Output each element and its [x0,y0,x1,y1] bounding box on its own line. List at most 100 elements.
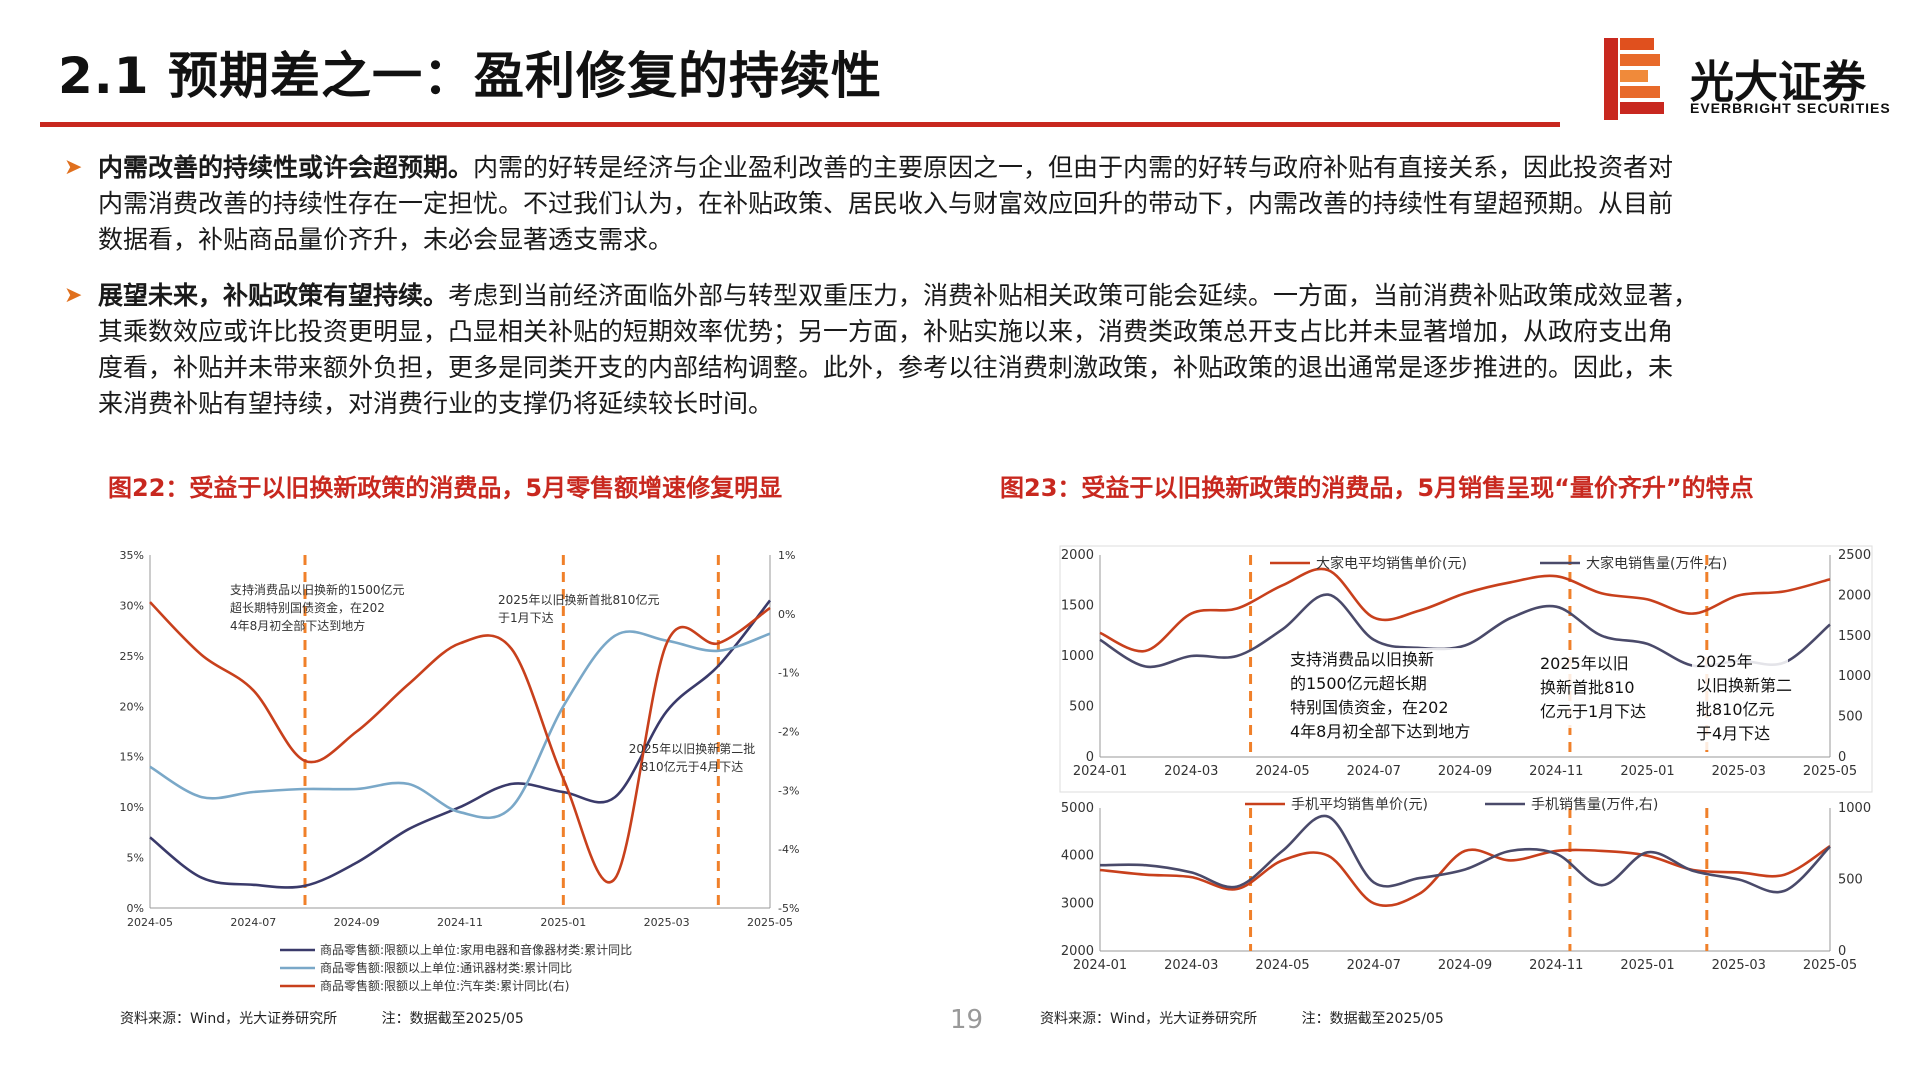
fig23-annotation-3-bg [1692,650,1788,750]
fig23-top-legend-label: 大家电销售量(万件,右) [1586,555,1727,572]
fig22-annotation-1: 4年8月初全部下达到地方 [230,618,365,633]
fig23_bottom-xtick: 2024-03 [1164,958,1218,973]
fig23-bottom-legend-label: 手机平均销售单价(元) [1291,797,1428,813]
fig22-annotation-2: 2025年以旧换新首批810亿元 [498,592,659,607]
bullet-1-line-1: 内需的好转是经济与企业盈利改善的主要原因之一，但由于内需的好转与政府补贴有直接关… [473,153,1674,182]
fig23-top-panel-frame [1059,545,1873,793]
fig22-series-2-line [149,630,771,820]
fig23_bottom-ytick-left: 2000 [1061,944,1094,959]
figure-23-chart: 0 500 1000 1500 2000 0 500 1000 1500 2000 2500 2024… [1059,545,1873,973]
everbright-logo: 光大证券 EVERBRIGHT SECURITIES [1602,36,1902,122]
bullet-list: ➤ 内需改善的持续性或许会超预期。内需的好转是经济与企业盈利改善的主要原因之一，… [62,150,1892,442]
fig22-ytick-right: -1% [778,667,799,680]
fig23-annotation-2: 2025年以旧 [1540,654,1629,673]
fig22-ytick-right: -2% [778,726,799,739]
note-left-text: 注：数据截至2025/05 [381,1011,524,1027]
source-left: 资料来源：Wind，光大证券研究所 注：数据截至2025/05 [120,1008,524,1028]
fig23_bottom-ytick-left: 3000 [1061,896,1094,911]
fig23-annotation-1-bg [1286,648,1472,748]
fig23_bottom-ytick-right: 500 [1838,873,1863,888]
fig23-annotation-1: 的1500亿元超长期 [1290,674,1427,693]
fig23_top-ytick-right: 2500 [1838,548,1871,563]
fig23-annotation-3: 批810亿元 [1696,700,1775,719]
fig23_top-ytick-left: 1500 [1061,599,1094,614]
everbright-logo-mark [1604,38,1664,120]
fig23_bottom-series-2-line [1099,814,1831,894]
figure-23-title: 图23：受益于以旧换新政策的消费品，5月销售呈现“量价齐升”的特点 [1000,474,1754,502]
fig23_top-ytick-left: 0 [1086,750,1094,765]
bullet-arrow-icon: ➤ [64,283,83,308]
fig23-annotation-3: 于4月下达 [1696,724,1770,743]
fig22-ytick-left: 5% [127,852,144,865]
bullet-1-line-3: 数据看，补贴商品量价齐升，未必会显著透支需求。 [98,225,674,254]
fig22-legend-label: 商品零售额:限额以上单位:家用电器和音像器材类:累计同比 [320,942,632,957]
bullet-item-2: ➤ 展望未来，补贴政策有望持续。考虑到当前经济面临外部与转型双重压力，消费补贴相… [62,278,1892,422]
bullet-1-line-2: 内需消费改善的持续性存在一定担忧。不过我们认为，在补贴政策、居民收入与财富效应回… [98,189,1674,218]
bullet-2-line-3: 度看，补贴并未带来额外负担，更多是同类开支的内部结构调整。此外，参考以往消费刺激… [98,353,1674,382]
fig22-ytick-right: 1% [778,549,795,562]
fig23_top-ytick-right: 2000 [1838,588,1871,603]
figure-22-title: 图22：受益于以旧换新政策的消费品，5月零售额增速修复明显 [108,474,783,502]
bullet-2-line-4: 来消费补贴有望持续，对消费行业的支撑仍将延续较长时间。 [98,389,774,418]
fig23-top-legend-label: 大家电平均销售单价(元) [1316,555,1467,572]
fig22-xtick: 2025-05 [747,916,793,929]
fig23_top-ytick-left: 1000 [1061,649,1094,664]
fig23-annotation-3: 以旧换新第二 [1696,676,1792,695]
fig22-xtick: 2024-11 [437,916,483,929]
fig22-ytick-left: 20% [120,700,144,713]
fig22-annotation-1: 超长期特别国债资金，在202 [230,600,385,615]
fig23_bottom-xtick: 2024-01 [1073,958,1127,973]
note-right-text: 注：数据截至2025/05 [1301,1011,1444,1027]
source-right-text: 资料来源：Wind，光大证券研究所 [1040,1011,1258,1027]
fig22-xtick: 2024-07 [230,916,276,929]
fig23_top-xtick: 2025-01 [1620,764,1674,779]
fig23_top-xtick: 2024-07 [1347,764,1401,779]
fig23-annotation-2: 亿元于1月下达 [1540,702,1646,721]
fig22-annotation-1: 支持消费品以旧换新的1500亿元 [230,582,405,597]
fig23_top-xtick: 2024-03 [1164,764,1218,779]
fig22-xtick: 2025-03 [644,916,690,929]
fig22-ytick-right: -5% [778,902,799,915]
fig23_bottom-xtick: 2024-05 [1255,958,1309,973]
fig22-annotation-3: 2025年以旧换新第二批 [629,741,756,756]
fig23_bottom-ytick-right: 1000 [1838,801,1871,816]
fig22-ytick-left: 35% [120,549,144,562]
fig23_bottom-xtick: 2024-09 [1438,958,1492,973]
fig22-ytick-right: -4% [778,843,799,856]
fig23-bottom-legend-label: 手机销售量(万件,右) [1531,797,1658,813]
fig23_bottom-xtick: 2025-05 [1803,958,1857,973]
source-right: 资料来源：Wind，光大证券研究所 注：数据截至2025/05 [1040,1008,1444,1028]
fig23_bottom-series-1-line [1099,845,1831,908]
fig22-ytick-right: 0% [778,608,795,621]
fig23_bottom-ytick-right: 0 [1838,944,1846,959]
logo-text-en: EVERBRIGHT SECURITIES [1690,100,1891,116]
fig23_top-ytick-right: 1000 [1838,669,1871,684]
fig23_bottom-xtick: 2024-11 [1529,958,1583,973]
fig23_top-ytick-left: 2000 [1061,548,1094,563]
fig22-ytick-left: 10% [120,801,144,814]
fig23_top-ytick-right: 0 [1838,750,1846,765]
fig22-legend-label: 商品零售额:限额以上单位:通讯器材类:累计同比 [320,960,572,975]
fig23_top-xtick: 2024-05 [1255,764,1309,779]
fig22-xtick: 2025-01 [540,916,586,929]
fig23_bottom-xtick: 2024-07 [1347,958,1401,973]
fig23-annotation-2-bg [1537,652,1653,728]
fig23-annotation-1: 支持消费品以旧换新 [1290,650,1434,669]
bullet-2-line-1: 考虑到当前经济面临外部与转型双重压力，消费补贴相关政策可能会延续。一方面，当前消… [448,281,1699,310]
fig23_top-ytick-right: 1500 [1838,629,1871,644]
fig23_top-xtick: 2024-09 [1438,764,1492,779]
fig22-ytick-left: 0% [127,902,144,915]
bullet-2-line-2: 其乘数效应或许比投资更明显，凸显相关补贴的短期效率优势；另一方面，补贴实施以来，… [98,317,1674,346]
fig23_top-series-1-line [1099,567,1831,653]
bullet-item-1: ➤ 内需改善的持续性或许会超预期。内需的好转是经济与企业盈利改善的主要原因之一，… [62,150,1892,258]
fig22-annotation-2: 于1月下达 [498,611,554,625]
page-title: 2.1 预期差之一：盈利修复的持续性 [58,47,882,105]
fig22-annotation-3: 810亿元于4月下达 [641,759,744,774]
fig22-xtick: 2024-05 [127,916,173,929]
fig23_top-ytick-left: 500 [1069,700,1094,715]
fig22-ytick-left: 15% [120,751,144,764]
fig23_bottom-ytick-left: 5000 [1061,801,1094,816]
bullet-2-heading: 展望未来，补贴政策有望持续。 [98,281,449,310]
source-left-text: 资料来源：Wind，光大证券研究所 [120,1011,338,1027]
fig23-annotation-2: 换新首批810 [1540,678,1635,697]
